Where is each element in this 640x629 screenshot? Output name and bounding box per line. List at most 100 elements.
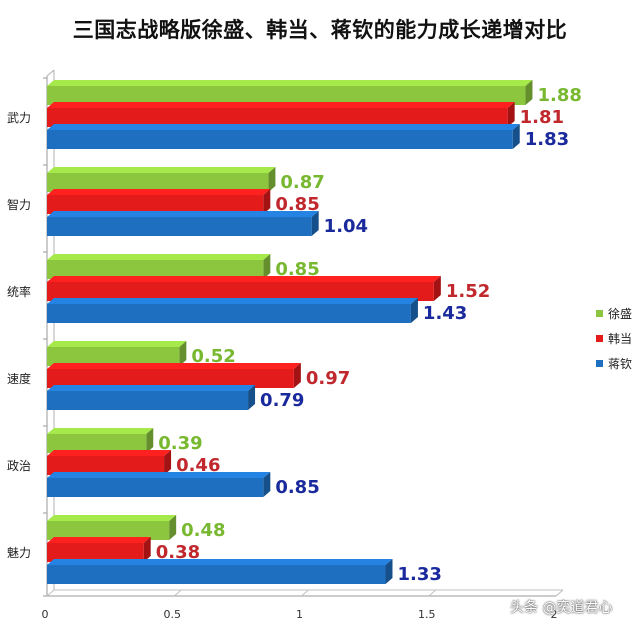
bar-side-face: [525, 80, 533, 105]
bar-front-face: [47, 456, 165, 475]
bar-3-3: [47, 298, 418, 323]
bar-1-3: [47, 124, 520, 149]
bar-top-face: [47, 385, 256, 391]
bar-top-face: [47, 211, 319, 217]
bar-side-face: [164, 450, 172, 475]
data-label: 0.39: [158, 433, 202, 454]
bar-1-2: [47, 102, 515, 127]
bar-front-face: [47, 282, 434, 301]
data-label: 0.79: [260, 390, 304, 411]
data-label: 0.85: [275, 194, 319, 215]
bar-front-face: [47, 391, 249, 410]
x-tick-label: 1.5: [418, 608, 436, 621]
bar-top-face: [47, 102, 515, 108]
category-label: 武力: [7, 111, 31, 125]
bar-top-face: [47, 472, 271, 478]
bar-5-2: [47, 450, 172, 475]
x-tick-mark: [46, 589, 55, 597]
bar-6-3: [47, 559, 393, 584]
bar-side-face: [263, 254, 271, 279]
x-tick-mark: [428, 589, 437, 597]
bar-top-face: [47, 559, 393, 565]
bar-front-face: [47, 173, 269, 192]
bar-top-face: [47, 124, 520, 130]
data-label: 1.04: [324, 216, 368, 237]
x-tick-label: 2: [551, 608, 558, 621]
legend-item: 徐盛: [596, 301, 632, 326]
bar-6-2: [47, 537, 151, 562]
data-label: 0.46: [176, 455, 220, 476]
legend-label: 徐盛: [608, 307, 633, 321]
bar-front-face: [47, 369, 294, 388]
category-label: 魅力: [7, 545, 31, 560]
data-label: 0.87: [280, 172, 324, 193]
legend-swatch: [596, 360, 603, 367]
bar-top-face: [47, 276, 441, 282]
bar-side-face: [268, 167, 276, 192]
category-label: 政治: [7, 459, 31, 473]
bar-side-face: [512, 124, 520, 149]
bar-side-face: [169, 515, 177, 540]
data-label: 0.85: [275, 259, 319, 280]
bar-top-face: [47, 428, 154, 434]
bar-top-face: [47, 341, 187, 347]
legend-item: 韩当: [596, 326, 632, 351]
bar-top-face: [47, 537, 151, 543]
bar-side-face: [143, 537, 151, 562]
bar-front-face: [47, 130, 513, 149]
bar-side-face: [507, 102, 515, 127]
bar-side-face: [179, 341, 187, 366]
bar-2-1: [47, 167, 276, 192]
bar-4-1: [47, 341, 187, 366]
x-tick-mark: [555, 589, 564, 597]
legend-swatch: [596, 310, 603, 317]
bar-front-face: [47, 86, 526, 105]
category-label: 智力: [7, 197, 31, 212]
legend: 徐盛韩当蒋钦: [596, 301, 632, 376]
bar-top-face: [47, 189, 271, 195]
bar-side-face: [410, 298, 418, 323]
data-label: 1.52: [446, 281, 490, 302]
category-label: 统率: [7, 284, 31, 299]
data-label: 1.43: [423, 303, 467, 324]
bar-5-1: [47, 428, 154, 453]
x-tick-mark: [301, 589, 309, 597]
bar-front-face: [47, 108, 508, 127]
data-label: 0.85: [275, 477, 319, 498]
legend-label: 韩当: [608, 332, 633, 346]
bar-2-3: [47, 211, 319, 236]
bar-side-face: [293, 363, 301, 388]
legend-swatch: [596, 335, 603, 342]
bar-side-face: [311, 211, 319, 236]
bar-front-face: [47, 565, 386, 584]
bar-side-face: [146, 428, 154, 453]
bar-4-2: [47, 363, 301, 388]
bar-top-face: [47, 254, 271, 260]
legend-item: 蒋钦: [596, 351, 632, 376]
bar-front-face: [47, 521, 170, 540]
bar-front-face: [47, 347, 180, 366]
chart-title: 三国志战略版徐盛、韩当、蒋钦的能力成长递增对比: [72, 18, 568, 42]
data-label: 0.38: [156, 542, 200, 563]
data-label: 1.33: [397, 564, 441, 585]
bar-top-face: [47, 80, 533, 86]
bar-side-face: [263, 189, 271, 214]
x-tick-label: 1: [296, 608, 303, 621]
x-tick-label: 0.5: [164, 608, 182, 621]
bar-4-3: [47, 385, 256, 410]
data-label: 0.52: [191, 346, 235, 367]
bar-2-2: [47, 189, 271, 214]
bar-front-face: [47, 260, 264, 279]
x-tick-mark: [173, 589, 182, 597]
bar-top-face: [47, 515, 177, 521]
watermark: 头条 @奕道君心: [510, 600, 613, 616]
data-label: 1.83: [525, 129, 569, 150]
data-label: 1.88: [537, 85, 581, 106]
x-tick-label: 0: [42, 608, 49, 621]
data-label: 1.81: [520, 107, 564, 128]
bar-top-face: [47, 363, 301, 369]
data-label: 0.97: [306, 368, 350, 389]
bar-side-face: [433, 276, 441, 301]
bar-side-face: [248, 385, 256, 410]
